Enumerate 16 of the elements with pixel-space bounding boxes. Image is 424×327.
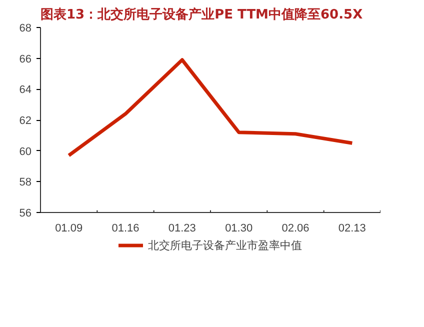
y-tick-label: 64 (19, 84, 32, 96)
x-tick-label: 01.09 (55, 222, 83, 234)
x-tick-label: 01.23 (168, 222, 196, 234)
y-tick-label: 58 (19, 176, 32, 189)
y-tick-label: 62 (19, 115, 32, 127)
legend-label: 北交所电子设备产业市盈率中值 (148, 238, 302, 252)
x-tick-label: 02.06 (282, 222, 310, 234)
y-tick-label: 68 (19, 22, 32, 34)
x-tick-label: 01.16 (112, 222, 140, 234)
y-tick-label: 60 (19, 146, 32, 158)
y-tick-label: 56 (19, 208, 32, 220)
x-tick-label: 01.30 (225, 222, 253, 234)
chart-title: 图表13：北交所电子设备产业PE TTM中值降至60.5X (40, 6, 363, 22)
x-tick-label: 02.13 (338, 222, 366, 234)
y-tick-label: 66 (19, 53, 32, 66)
line-series (67, 58, 354, 158)
